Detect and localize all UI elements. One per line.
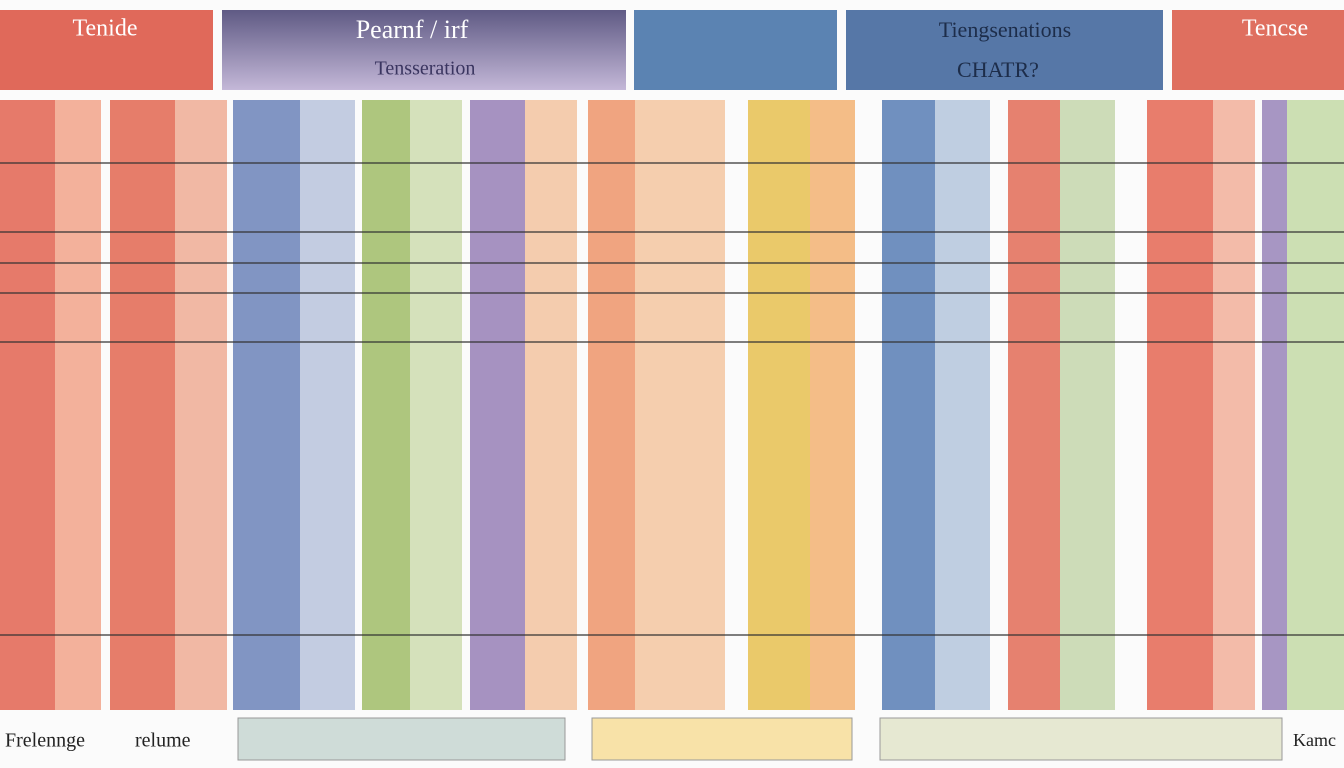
- column: [110, 100, 175, 710]
- column: [0, 100, 55, 710]
- header-box: [1172, 10, 1344, 90]
- rules: [0, 162, 1344, 636]
- header-text: CHATR?: [957, 57, 1039, 82]
- footer-label: Kamc: [1293, 730, 1336, 750]
- footer-label: Frelennge: [5, 730, 85, 752]
- legend-box: [591, 717, 853, 761]
- header-text: Tenide: [73, 16, 138, 42]
- column: [410, 100, 462, 710]
- legend-box: [879, 717, 1283, 761]
- column: [362, 100, 410, 710]
- column: [882, 100, 935, 710]
- header-text: Tiengsenations: [939, 17, 1071, 42]
- legend-box: [237, 717, 566, 761]
- column: [1147, 100, 1213, 710]
- column: [1213, 100, 1255, 710]
- column: [55, 100, 101, 710]
- column: [1060, 100, 1115, 710]
- column: [300, 100, 355, 710]
- column: [935, 100, 990, 710]
- header-box: [222, 10, 626, 90]
- columns: [0, 100, 1344, 710]
- column: [175, 100, 227, 710]
- header-text: Tencse: [1242, 16, 1308, 42]
- footer-label: relume: [135, 730, 191, 752]
- header-box: [634, 10, 837, 90]
- column: [525, 100, 577, 710]
- column: [233, 100, 300, 710]
- column: [1262, 100, 1287, 710]
- header-box: [0, 10, 213, 90]
- column: [748, 100, 810, 710]
- header-text: Tensseration: [375, 58, 476, 80]
- column: [635, 100, 725, 710]
- column: [1008, 100, 1060, 710]
- column: [810, 100, 855, 710]
- header-text: Pearnf / irf: [356, 15, 469, 44]
- header-box: [846, 10, 1163, 90]
- column: [588, 100, 635, 710]
- column: [470, 100, 525, 710]
- column: [1287, 100, 1344, 710]
